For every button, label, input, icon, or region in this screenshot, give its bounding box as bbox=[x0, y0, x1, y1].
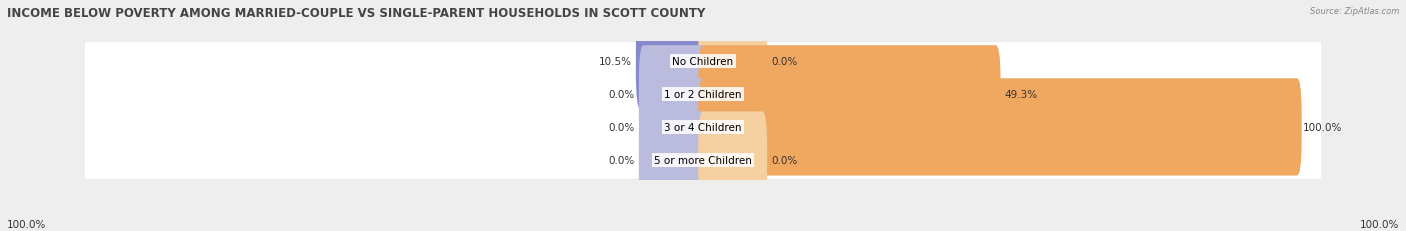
Text: 5 or more Children: 5 or more Children bbox=[654, 155, 752, 165]
Text: 1 or 2 Children: 1 or 2 Children bbox=[664, 89, 742, 99]
Text: 3 or 4 Children: 3 or 4 Children bbox=[664, 122, 742, 132]
FancyBboxPatch shape bbox=[699, 112, 768, 209]
Text: No Children: No Children bbox=[672, 56, 734, 66]
FancyBboxPatch shape bbox=[84, 142, 1322, 179]
FancyBboxPatch shape bbox=[699, 79, 1302, 176]
FancyBboxPatch shape bbox=[84, 76, 1322, 113]
Text: 100.0%: 100.0% bbox=[1360, 219, 1399, 229]
FancyBboxPatch shape bbox=[638, 79, 707, 176]
FancyBboxPatch shape bbox=[638, 46, 707, 143]
Text: 0.0%: 0.0% bbox=[772, 155, 797, 165]
Text: 100.0%: 100.0% bbox=[1303, 122, 1343, 132]
Text: 49.3%: 49.3% bbox=[1005, 89, 1038, 99]
Text: 100.0%: 100.0% bbox=[7, 219, 46, 229]
FancyBboxPatch shape bbox=[84, 109, 1322, 146]
Text: Source: ZipAtlas.com: Source: ZipAtlas.com bbox=[1309, 7, 1399, 16]
FancyBboxPatch shape bbox=[636, 13, 707, 110]
Text: 10.5%: 10.5% bbox=[599, 56, 631, 66]
Text: 0.0%: 0.0% bbox=[772, 56, 797, 66]
FancyBboxPatch shape bbox=[699, 13, 768, 110]
Text: 0.0%: 0.0% bbox=[609, 89, 634, 99]
Text: INCOME BELOW POVERTY AMONG MARRIED-COUPLE VS SINGLE-PARENT HOUSEHOLDS IN SCOTT C: INCOME BELOW POVERTY AMONG MARRIED-COUPL… bbox=[7, 7, 706, 20]
Text: 0.0%: 0.0% bbox=[609, 155, 634, 165]
FancyBboxPatch shape bbox=[699, 46, 1001, 143]
FancyBboxPatch shape bbox=[638, 112, 707, 209]
FancyBboxPatch shape bbox=[84, 43, 1322, 80]
Text: 0.0%: 0.0% bbox=[609, 122, 634, 132]
